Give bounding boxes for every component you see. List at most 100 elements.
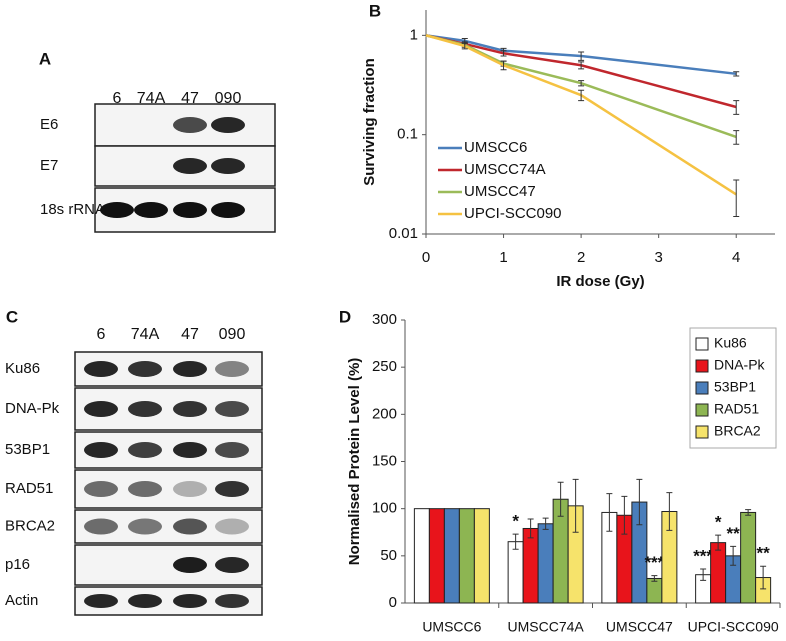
bar bbox=[428, 508, 445, 604]
error-bar bbox=[621, 495, 628, 535]
error-bar bbox=[760, 565, 767, 590]
legend-label: 53BP1 bbox=[714, 379, 756, 395]
x-tick-label: 3 bbox=[654, 249, 662, 266]
row-label: 53BP1 bbox=[5, 441, 50, 458]
error-bar bbox=[733, 179, 740, 218]
x-axis-label: IR dose (Gy) bbox=[556, 273, 644, 290]
error-bar bbox=[527, 518, 534, 539]
significance-label: * bbox=[715, 513, 722, 532]
band bbox=[128, 401, 162, 417]
band bbox=[128, 361, 162, 377]
lane-label: 47 bbox=[181, 90, 199, 107]
y-tick-label: 0.01 bbox=[389, 225, 418, 242]
legend-label: BRCA2 bbox=[714, 423, 761, 439]
row-label: E7 bbox=[40, 157, 58, 174]
band bbox=[84, 594, 118, 608]
band bbox=[128, 518, 162, 535]
bar bbox=[537, 523, 554, 604]
y-tick-label: 100 bbox=[372, 500, 397, 517]
band bbox=[128, 594, 162, 608]
band bbox=[128, 442, 162, 458]
error-bar bbox=[606, 493, 613, 532]
band bbox=[173, 557, 207, 573]
lane-label: 090 bbox=[215, 90, 242, 107]
y-tick-label: 300 bbox=[372, 311, 397, 328]
row-label: BRCA2 bbox=[5, 517, 55, 534]
band bbox=[173, 518, 207, 535]
band bbox=[173, 481, 207, 497]
legend-swatch bbox=[695, 381, 709, 395]
bar bbox=[473, 508, 490, 604]
band bbox=[215, 594, 249, 608]
bar bbox=[413, 508, 430, 604]
bar bbox=[507, 541, 524, 604]
row-label: RAD51 bbox=[5, 480, 53, 497]
legend-label: UMSCC47 bbox=[464, 183, 536, 200]
band bbox=[84, 481, 118, 497]
y-tick-label: 1 bbox=[410, 26, 418, 43]
error-bar bbox=[500, 60, 507, 71]
row-label: DNA-Pk bbox=[5, 400, 60, 417]
legend-label: RAD51 bbox=[714, 401, 759, 417]
band bbox=[173, 202, 207, 218]
error-bar bbox=[578, 51, 585, 61]
y-tick-label: 0 bbox=[389, 594, 397, 611]
legend-label: UMSCC74A bbox=[464, 161, 546, 178]
band bbox=[84, 401, 118, 417]
panel-label: B bbox=[369, 1, 381, 20]
error-bar bbox=[715, 534, 722, 551]
y-axis-label: Surviving fraction bbox=[361, 58, 378, 186]
band bbox=[84, 361, 118, 377]
error-bar bbox=[733, 71, 740, 77]
error-bar bbox=[730, 545, 737, 566]
bar bbox=[740, 511, 757, 604]
error-bar bbox=[461, 42, 468, 50]
band bbox=[211, 158, 245, 174]
x-tick-label: 2 bbox=[577, 249, 585, 266]
row-label: p16 bbox=[5, 556, 30, 573]
band bbox=[215, 401, 249, 417]
lane-label: 6 bbox=[97, 326, 106, 343]
error-bar bbox=[578, 80, 585, 87]
error-bar bbox=[500, 50, 507, 57]
y-tick-label: 50 bbox=[380, 547, 397, 564]
error-bar bbox=[578, 61, 585, 70]
legend-swatch bbox=[695, 403, 709, 417]
error-bar bbox=[557, 481, 564, 517]
legend-label: UPCI-SCC090 bbox=[464, 205, 562, 222]
panel-label: A bbox=[39, 49, 51, 68]
x-tick-label: 1 bbox=[499, 249, 507, 266]
band bbox=[215, 557, 249, 573]
significance-label: * bbox=[512, 512, 519, 531]
band bbox=[173, 361, 207, 377]
error-bar bbox=[700, 568, 707, 581]
legend-swatch bbox=[695, 337, 709, 351]
error-bar bbox=[733, 100, 740, 115]
lane-label: 74A bbox=[131, 326, 160, 343]
band bbox=[211, 117, 245, 133]
error-bar bbox=[745, 509, 752, 516]
panel-label: D bbox=[339, 307, 351, 326]
band bbox=[84, 518, 118, 535]
x-tick-label: 4 bbox=[732, 249, 740, 266]
error-bar bbox=[733, 130, 740, 145]
band bbox=[215, 518, 249, 535]
lane-label: 47 bbox=[181, 326, 199, 343]
band bbox=[215, 361, 249, 377]
error-bar bbox=[578, 89, 585, 102]
lane-label: 090 bbox=[219, 326, 246, 343]
band bbox=[173, 117, 207, 133]
row-label: E6 bbox=[40, 116, 58, 133]
band bbox=[128, 481, 162, 497]
bar bbox=[710, 542, 727, 604]
y-axis-label: Normalised Protein Level (%) bbox=[346, 358, 363, 566]
band bbox=[173, 442, 207, 458]
legend-label: Ku86 bbox=[714, 335, 747, 351]
error-bar bbox=[572, 478, 579, 533]
y-tick-label: 150 bbox=[372, 452, 397, 469]
legend-swatch bbox=[695, 359, 709, 373]
x-tick-label: UMSCC47 bbox=[606, 619, 673, 635]
band bbox=[215, 442, 249, 458]
error-bar bbox=[666, 492, 673, 531]
